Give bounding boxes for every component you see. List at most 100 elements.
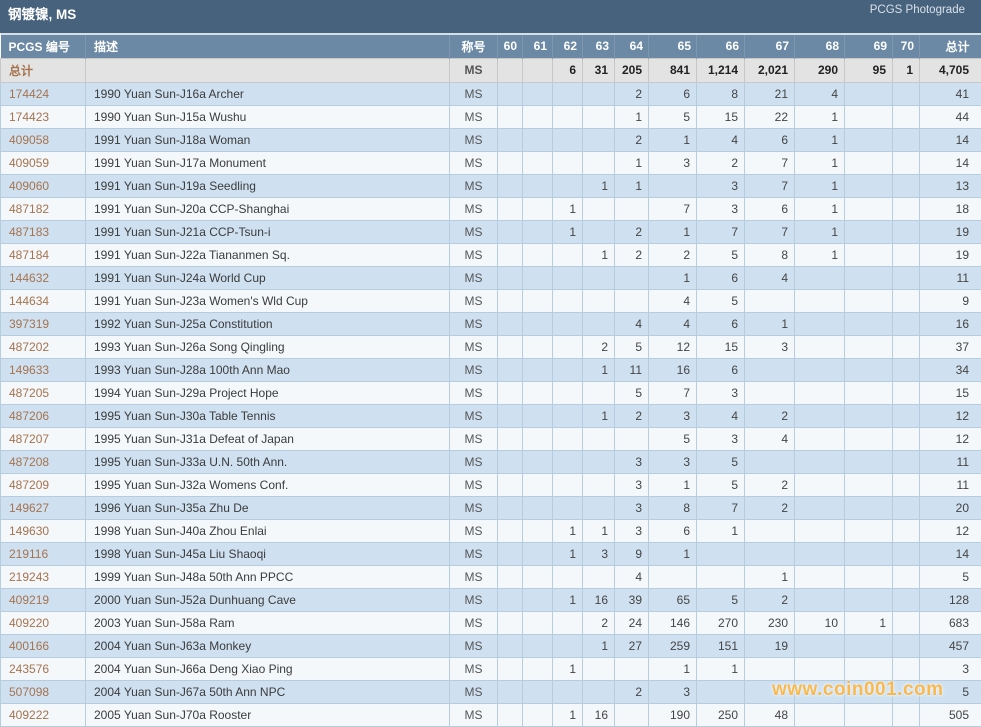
- pcgs-number-link[interactable]: 219243: [1, 565, 86, 588]
- grade-cell-grade-69: [845, 266, 893, 289]
- grade-cell-grade-65: 259: [649, 634, 697, 657]
- grade-cell-grade-66: 270: [697, 611, 745, 634]
- grade-cell-grade-68: [795, 565, 845, 588]
- pcgs-number-link[interactable]: 397319: [1, 312, 86, 335]
- pcgs-number-link[interactable]: 149627: [1, 496, 86, 519]
- grade-cell-grade-67: [745, 358, 795, 381]
- coin-description: 1995 Yuan Sun-J33a U.N. 50th Ann.: [86, 450, 450, 473]
- grade-cell-grade-67: 7: [745, 174, 795, 197]
- grade-cell-grade-69: [845, 496, 893, 519]
- pcgs-number-link[interactable]: 400166: [1, 634, 86, 657]
- grade-cell-grade-64: 1: [615, 151, 649, 174]
- pcgs-number-link[interactable]: 409219: [1, 588, 86, 611]
- pcgs-number-link[interactable]: 174423: [1, 105, 86, 128]
- grade-cell-grade-60: [498, 542, 523, 565]
- grade-cell-grade-61: [523, 220, 553, 243]
- pcgs-number-link[interactable]: 487184: [1, 243, 86, 266]
- grade-cell-grade-60: [498, 105, 523, 128]
- grade-cell-grade-65: 3: [649, 680, 697, 703]
- grade-cell-grade-64: [615, 657, 649, 680]
- grade-cell-grade-63: [583, 312, 615, 335]
- grade-cell-grade-68: [795, 427, 845, 450]
- grade-cell-grade-66: 8: [697, 82, 745, 105]
- grade-cell-grade-61: [523, 312, 553, 335]
- column-header-grade-64: 64: [615, 34, 649, 58]
- pcgs-number-link[interactable]: 487206: [1, 404, 86, 427]
- pcgs-number-link[interactable]: 409060: [1, 174, 86, 197]
- designation-value: MS: [450, 588, 498, 611]
- grade-cell-grade-63: 16: [583, 588, 615, 611]
- pcgs-number-link[interactable]: 487208: [1, 450, 86, 473]
- pcgs-number-link[interactable]: 144632: [1, 266, 86, 289]
- grade-cell-grade-62: [553, 634, 583, 657]
- pcgs-number-link[interactable]: 487205: [1, 381, 86, 404]
- grade-cell-grade-66: 6: [697, 266, 745, 289]
- pcgs-number-link[interactable]: 487207: [1, 427, 86, 450]
- grade-cell-grade-64: 5: [615, 381, 649, 404]
- row-total: 15: [920, 381, 981, 404]
- designation-value: MS: [450, 496, 498, 519]
- grade-cell-grade-61: [523, 427, 553, 450]
- grade-cell-grade-70: [893, 174, 920, 197]
- row-total: 11: [920, 266, 981, 289]
- pcgs-number-link[interactable]: 243576: [1, 657, 86, 680]
- column-header-description: 描述: [86, 34, 450, 58]
- pcgs-number-link[interactable]: 487202: [1, 335, 86, 358]
- grade-cell-grade-65: 1: [649, 657, 697, 680]
- grade-cell-grade-64: 2: [615, 128, 649, 151]
- grade-cell-grade-64: 24: [615, 611, 649, 634]
- grade-cell-grade-64: 2: [615, 404, 649, 427]
- grade-cell-grade-63: [583, 657, 615, 680]
- pcgs-number-link[interactable]: 409220: [1, 611, 86, 634]
- pcgs-number-link[interactable]: 487209: [1, 473, 86, 496]
- row-total: 505: [920, 703, 981, 726]
- pcgs-number-link[interactable]: 409222: [1, 703, 86, 726]
- grade-cell-grade-63: [583, 381, 615, 404]
- pcgs-number-link[interactable]: 149630: [1, 519, 86, 542]
- grade-cell-grade-62: 1: [553, 519, 583, 542]
- grade-cell-grade-62: [553, 427, 583, 450]
- coin-description: 2004 Yuan Sun-J66a Deng Xiao Ping: [86, 657, 450, 680]
- grade-cell-grade-68: [795, 266, 845, 289]
- designation-value: MS: [450, 381, 498, 404]
- grade-cell-grade-65: 1: [649, 473, 697, 496]
- row-total: 9: [920, 289, 981, 312]
- grade-cell-grade-70: [893, 220, 920, 243]
- designation-value: MS: [450, 611, 498, 634]
- totals-grand-total: 4,705: [920, 58, 981, 82]
- grade-cell-grade-66: 6: [697, 312, 745, 335]
- grade-cell-grade-65: 146: [649, 611, 697, 634]
- pcgs-number-link[interactable]: 144634: [1, 289, 86, 312]
- pcgs-number-link[interactable]: 149633: [1, 358, 86, 381]
- column-header-grade-61: 61: [523, 34, 553, 58]
- grade-cell-grade-67: 8: [745, 243, 795, 266]
- pcgs-number-link[interactable]: 219116: [1, 542, 86, 565]
- pcgs-number-link[interactable]: 487183: [1, 220, 86, 243]
- pcgs-number-link[interactable]: 507098: [1, 680, 86, 703]
- grade-cell-grade-69: [845, 519, 893, 542]
- grade-cell-grade-60: [498, 703, 523, 726]
- grade-cell-grade-69: [845, 197, 893, 220]
- pcgs-number-link[interactable]: 174424: [1, 82, 86, 105]
- grade-cell-grade-66: [697, 565, 745, 588]
- grade-cell-grade-69: [845, 312, 893, 335]
- grade-cell-grade-70: [893, 197, 920, 220]
- pcgs-number-link[interactable]: 409059: [1, 151, 86, 174]
- grade-cell-grade-65: 1: [649, 542, 697, 565]
- grade-cell-grade-62: [553, 243, 583, 266]
- pcgs-number-link[interactable]: 409058: [1, 128, 86, 151]
- grade-cell-grade-65: 16: [649, 358, 697, 381]
- pcgs-number-link[interactable]: 487182: [1, 197, 86, 220]
- grade-cell-grade-63: [583, 565, 615, 588]
- coin-description: 1996 Yuan Sun-J35a Zhu De: [86, 496, 450, 519]
- grade-cell-grade-60: [498, 496, 523, 519]
- grade-cell-grade-64: 4: [615, 312, 649, 335]
- row-total: 12: [920, 519, 981, 542]
- grade-cell-grade-68: [795, 335, 845, 358]
- grade-cell-grade-61: [523, 450, 553, 473]
- grade-cell-grade-65: [649, 174, 697, 197]
